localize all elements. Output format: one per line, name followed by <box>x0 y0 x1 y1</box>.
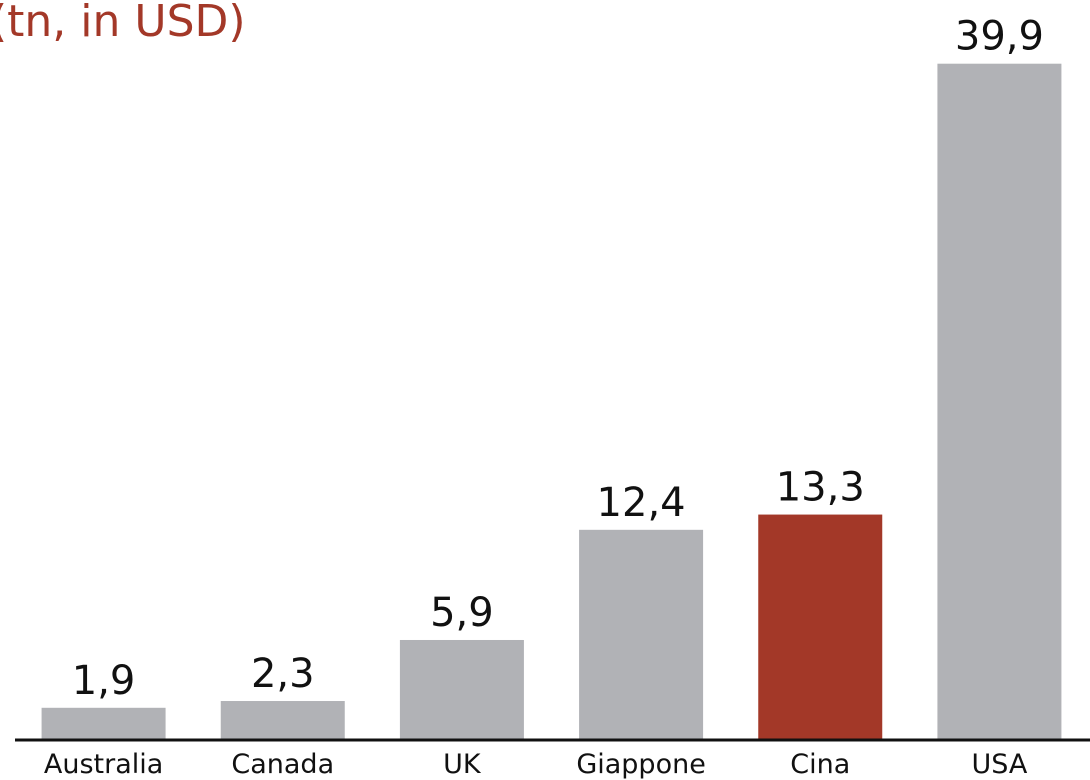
value-label: 1,9 <box>72 658 136 704</box>
value-label: 2,3 <box>251 651 315 697</box>
x-tick-label: UK <box>443 749 482 780</box>
bar <box>41 707 166 740</box>
bar <box>220 701 345 740</box>
x-tick-label: USA <box>971 749 1027 780</box>
value-label: 5,9 <box>430 590 494 636</box>
bar <box>579 529 704 740</box>
x-tick-label: Cina <box>790 749 850 780</box>
value-label: 12,4 <box>597 480 686 526</box>
chart-title: (tn, in USD) <box>0 0 246 47</box>
value-label: 39,9 <box>955 14 1044 60</box>
value-label: 13,3 <box>776 465 865 511</box>
bar <box>399 639 524 740</box>
x-tick-label: Giappone <box>576 749 706 780</box>
bar <box>937 63 1062 740</box>
bar <box>758 514 883 740</box>
x-tick-label: Canada <box>231 749 334 780</box>
x-tick-label: Australia <box>44 749 163 780</box>
